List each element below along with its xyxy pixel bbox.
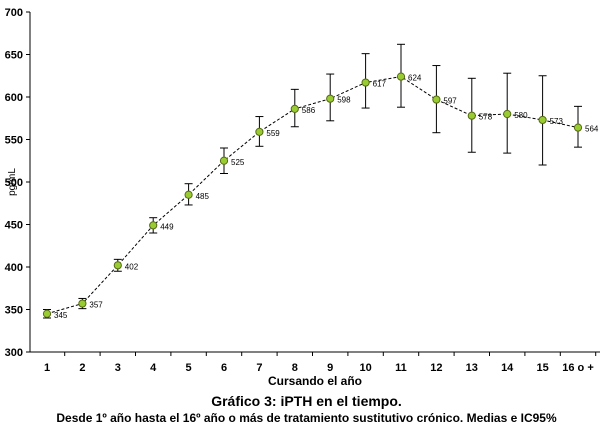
plot-area <box>29 12 600 353</box>
data-label: 402 <box>125 262 139 271</box>
y-tick-label: 400 <box>5 262 23 274</box>
data-point <box>149 221 158 230</box>
data-label: 580 <box>514 111 528 120</box>
y-tick-label: 550 <box>5 135 23 147</box>
data-label: 578 <box>479 113 493 122</box>
x-axis-label: Cursando el año <box>268 374 362 388</box>
x-tick-label: 15 <box>536 362 548 374</box>
data-point <box>184 190 193 199</box>
x-tick-label: 5 <box>186 362 192 374</box>
data-label: 624 <box>408 74 422 83</box>
chart-subtitle: Desde 1º año hasta el 16º año o más de t… <box>56 411 557 425</box>
x-tick-label: 16 o + <box>562 362 594 374</box>
data-labels: 345 357 402 449 485 525 559 586 598 617 624 597 578 5… <box>54 74 599 320</box>
data-point <box>290 104 299 114</box>
data-label: 573 <box>550 117 564 126</box>
x-tick-label: 14 <box>501 362 514 374</box>
data-point <box>573 123 583 132</box>
y-tick-label: 500 <box>5 177 23 189</box>
x-tick-label: 9 <box>327 362 333 374</box>
data-point <box>361 78 370 87</box>
x-tick-label: 12 <box>430 362 442 374</box>
data-point <box>467 111 476 120</box>
data-point <box>255 127 264 136</box>
chart-title: Gráfico 3: iPTH en el tiempo. <box>211 393 402 409</box>
data-label: 559 <box>266 129 280 138</box>
x-tick-label: 8 <box>292 362 298 374</box>
x-tick-label: 1 <box>44 362 50 374</box>
data-label: 449 <box>160 222 174 231</box>
x-tick-label: 7 <box>256 362 262 374</box>
error-bars <box>43 43 582 319</box>
data-label: 617 <box>373 80 387 89</box>
y-tick-label: 650 <box>5 50 23 62</box>
data-point <box>538 115 547 125</box>
y-tick-label: 350 <box>5 305 23 317</box>
data-point <box>219 156 229 165</box>
x-tick-label: 10 <box>359 362 371 374</box>
x-tick-label: 13 <box>466 362 478 374</box>
data-point <box>42 309 52 318</box>
x-tick-label: 6 <box>221 362 227 374</box>
data-label: 485 <box>196 192 210 201</box>
connector-line-group <box>46 76 579 315</box>
data-point <box>113 261 122 270</box>
data-points <box>42 72 583 318</box>
y-axis-label: pg/mL <box>7 168 18 196</box>
data-label: 357 <box>89 301 103 310</box>
series-line <box>46 76 579 315</box>
data-label: 564 <box>585 125 599 134</box>
data-label: 525 <box>231 158 245 167</box>
x-tick-label: 4 <box>150 362 157 374</box>
data-point <box>432 95 441 104</box>
y-tick-label: 600 <box>5 92 23 104</box>
data-point <box>503 109 512 119</box>
x-ticks: 1 2 3 4 5 6 7 8 9 10 11 12 13 14 15 16 o + <box>44 352 597 374</box>
x-tick-label: 11 <box>395 362 407 374</box>
y-ticks: 300 350 400 450 500 550 600 650 700 <box>5 7 30 359</box>
x-tick-label: 2 <box>79 362 85 374</box>
data-point <box>326 94 335 103</box>
y-tick-label: 450 <box>5 220 23 232</box>
x-tick-label: 3 <box>115 362 121 374</box>
y-tick-label: 700 <box>5 7 23 19</box>
data-point <box>396 72 406 81</box>
data-point <box>78 299 87 308</box>
y-tick-label: 300 <box>5 347 23 359</box>
data-label: 345 <box>54 311 68 320</box>
data-label: 586 <box>302 106 316 115</box>
data-label: 597 <box>443 97 457 106</box>
data-label: 598 <box>337 96 351 105</box>
